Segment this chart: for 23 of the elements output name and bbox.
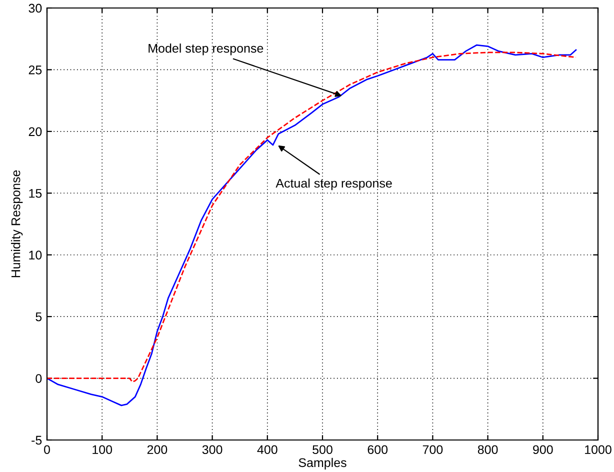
y-tick-label: 30 [28, 4, 42, 13]
x-tick-label: 800 [478, 445, 498, 454]
x-tick-label: 200 [147, 445, 168, 454]
y-tick-label: 5 [36, 312, 42, 322]
x-axis-title: Samples [298, 458, 346, 470]
y-tick-label: -5 [32, 436, 42, 445]
x-tick-label: 1000 [585, 445, 612, 454]
x-tick-label: 700 [422, 445, 443, 454]
x-tick-label: 100 [92, 445, 112, 454]
x-tick-label: 400 [257, 445, 278, 454]
y-axis-title: Humidity Response [11, 170, 23, 278]
x-tick-label: 300 [202, 445, 222, 454]
annotation: Actual step response [276, 178, 392, 190]
x-tick-label: 500 [312, 445, 332, 454]
x-tick-label: 0 [44, 445, 50, 454]
y-tick-label: 0 [36, 374, 42, 383]
y-tick-label: 25 [28, 66, 42, 74]
x-tick-label: 600 [368, 445, 388, 454]
annotation: Model step response [148, 44, 264, 56]
y-tick-label: 15 [29, 189, 42, 198]
y-tick-label: 10 [29, 250, 42, 260]
x-tick-label: 900 [533, 445, 553, 454]
y-tick-label: 20 [28, 127, 42, 136]
